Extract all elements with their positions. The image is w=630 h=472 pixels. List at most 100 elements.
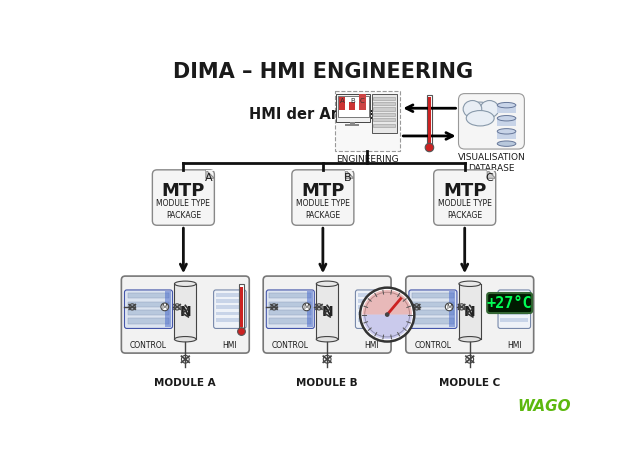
Bar bbox=[372, 94, 396, 133]
Ellipse shape bbox=[497, 102, 516, 108]
FancyBboxPatch shape bbox=[266, 290, 314, 329]
Bar bbox=[412, 302, 454, 307]
Bar bbox=[358, 318, 386, 321]
Text: M: M bbox=[304, 304, 309, 310]
Text: HMI: HMI bbox=[507, 341, 522, 350]
Text: B: B bbox=[350, 98, 355, 104]
Bar bbox=[216, 293, 244, 297]
Bar bbox=[358, 293, 386, 297]
Text: MODULE TYPE
PACKAGE: MODULE TYPE PACKAGE bbox=[438, 199, 491, 220]
Bar bbox=[349, 102, 355, 110]
FancyBboxPatch shape bbox=[152, 170, 214, 225]
FancyBboxPatch shape bbox=[292, 170, 354, 225]
Bar bbox=[175, 284, 196, 339]
Bar bbox=[497, 131, 516, 139]
Bar bbox=[339, 97, 345, 110]
FancyBboxPatch shape bbox=[263, 276, 391, 353]
Ellipse shape bbox=[466, 110, 494, 126]
Bar bbox=[359, 94, 365, 110]
Text: CONTROL: CONTROL bbox=[272, 341, 309, 350]
Bar bbox=[500, 293, 528, 297]
Ellipse shape bbox=[316, 281, 338, 287]
Ellipse shape bbox=[161, 303, 169, 311]
Text: MODULE TYPE
PACKAGE: MODULE TYPE PACKAGE bbox=[296, 199, 350, 220]
Bar bbox=[270, 293, 311, 298]
Text: C: C bbox=[486, 173, 493, 183]
Bar bbox=[358, 305, 386, 309]
Text: MODULE C: MODULE C bbox=[439, 378, 500, 388]
Bar bbox=[335, 91, 401, 152]
Bar bbox=[459, 284, 481, 339]
Text: CONTROL: CONTROL bbox=[130, 341, 167, 350]
Bar bbox=[270, 302, 311, 307]
Ellipse shape bbox=[303, 303, 311, 311]
Text: M: M bbox=[446, 304, 452, 310]
Ellipse shape bbox=[463, 101, 482, 118]
Text: B: B bbox=[344, 173, 352, 183]
Polygon shape bbox=[362, 315, 412, 339]
Ellipse shape bbox=[238, 328, 245, 336]
Text: MODULE A: MODULE A bbox=[154, 378, 216, 388]
Bar bbox=[497, 105, 516, 113]
Bar bbox=[373, 97, 395, 100]
Ellipse shape bbox=[497, 141, 516, 146]
Bar bbox=[239, 284, 244, 329]
Ellipse shape bbox=[316, 337, 338, 342]
Bar bbox=[270, 319, 311, 324]
Bar bbox=[358, 312, 386, 315]
Polygon shape bbox=[345, 170, 354, 178]
Ellipse shape bbox=[365, 292, 410, 337]
Text: CONTROL: CONTROL bbox=[415, 341, 452, 350]
Ellipse shape bbox=[459, 281, 481, 287]
Text: A: A bbox=[340, 98, 345, 104]
Bar bbox=[373, 102, 395, 105]
Text: A: A bbox=[204, 173, 212, 183]
FancyBboxPatch shape bbox=[125, 290, 173, 329]
Bar bbox=[216, 318, 244, 321]
Bar bbox=[428, 97, 431, 143]
Ellipse shape bbox=[469, 102, 491, 120]
Text: MTP: MTP bbox=[443, 182, 486, 200]
Bar bbox=[500, 305, 528, 309]
Bar bbox=[127, 319, 169, 324]
Text: M: M bbox=[162, 304, 168, 310]
Bar bbox=[412, 293, 454, 298]
Text: WAGO: WAGO bbox=[517, 399, 571, 414]
Bar bbox=[412, 319, 454, 324]
Bar bbox=[500, 312, 528, 315]
Bar bbox=[127, 302, 169, 307]
Ellipse shape bbox=[425, 143, 433, 152]
FancyBboxPatch shape bbox=[214, 290, 246, 329]
Bar bbox=[336, 94, 370, 122]
Text: N: N bbox=[464, 304, 476, 319]
Text: MTP: MTP bbox=[162, 182, 205, 200]
Text: MODULE TYPE
PACKAGE: MODULE TYPE PACKAGE bbox=[156, 199, 210, 220]
Bar bbox=[373, 113, 395, 116]
Ellipse shape bbox=[175, 281, 196, 287]
Bar bbox=[270, 310, 311, 315]
Bar bbox=[127, 293, 169, 298]
Ellipse shape bbox=[445, 303, 453, 311]
FancyBboxPatch shape bbox=[433, 170, 496, 225]
Polygon shape bbox=[362, 290, 412, 315]
Bar bbox=[338, 96, 369, 118]
Bar bbox=[358, 299, 386, 303]
Ellipse shape bbox=[175, 337, 196, 342]
Bar bbox=[127, 310, 169, 315]
Bar bbox=[216, 299, 244, 303]
Text: DIMA – HMI ENGINEERING: DIMA – HMI ENGINEERING bbox=[173, 62, 473, 82]
Text: MTP: MTP bbox=[301, 182, 345, 200]
Bar bbox=[373, 118, 395, 121]
Bar bbox=[449, 292, 455, 327]
FancyBboxPatch shape bbox=[406, 276, 534, 353]
Ellipse shape bbox=[480, 101, 499, 118]
Polygon shape bbox=[487, 170, 496, 178]
Bar bbox=[427, 95, 432, 145]
Text: HMI: HMI bbox=[222, 341, 237, 350]
Polygon shape bbox=[206, 170, 214, 178]
Text: ENGINEERING: ENGINEERING bbox=[336, 155, 399, 164]
FancyBboxPatch shape bbox=[355, 290, 388, 329]
Ellipse shape bbox=[360, 287, 415, 342]
Bar bbox=[350, 122, 355, 125]
Text: C: C bbox=[360, 98, 365, 104]
